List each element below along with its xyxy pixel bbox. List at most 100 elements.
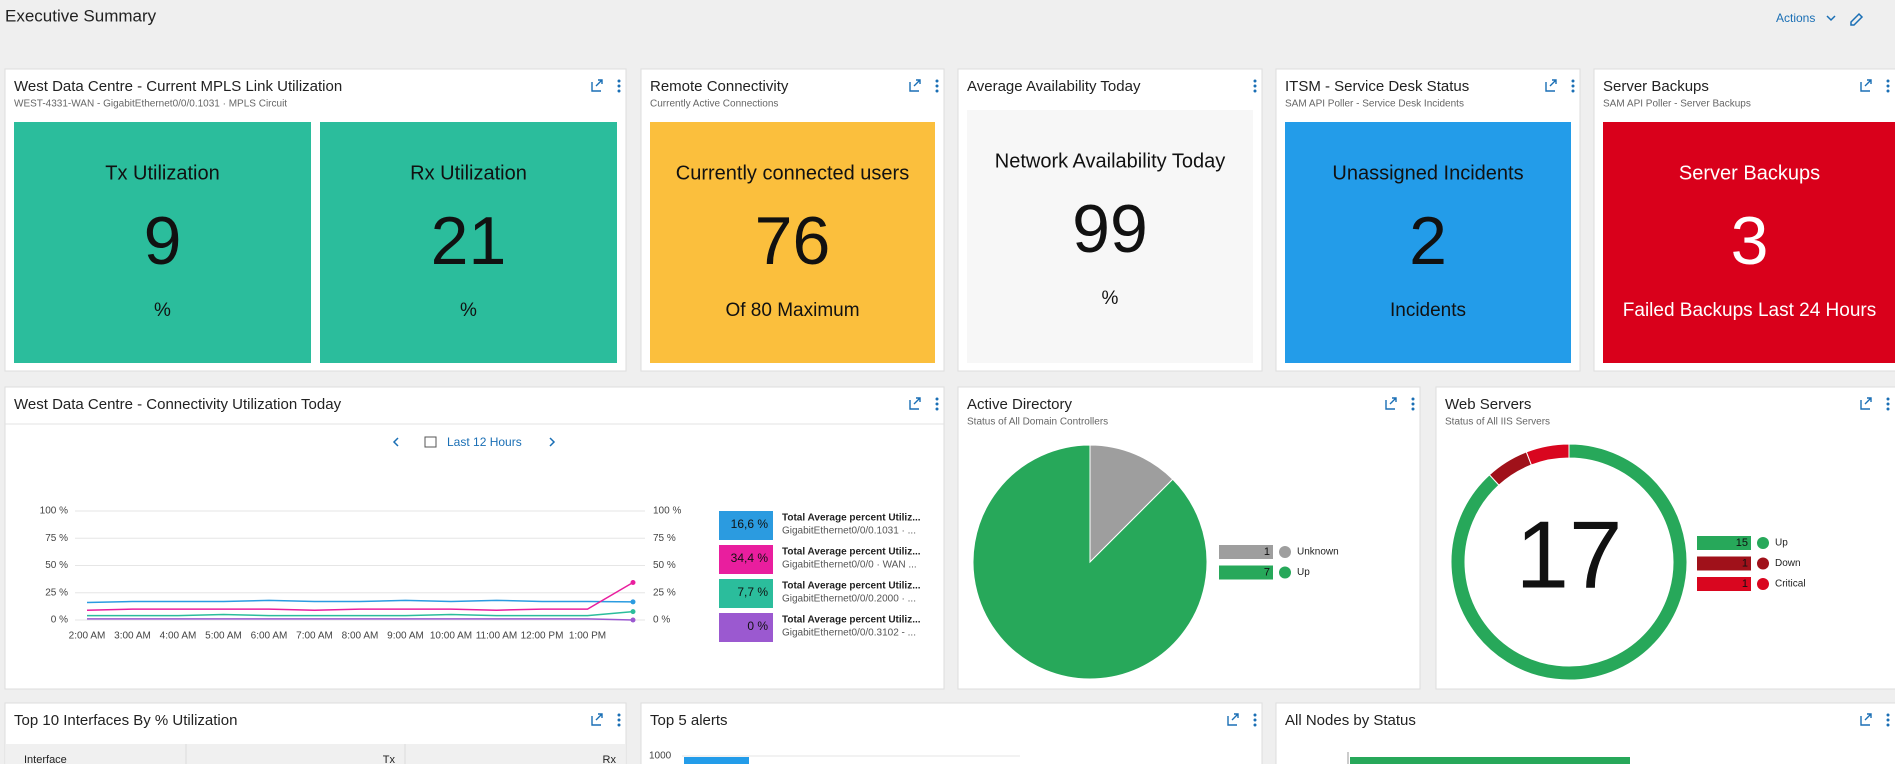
slice [1525,443,1570,466]
kpi-box [650,122,935,363]
menu-dot[interactable] [1411,397,1415,401]
menu-dot[interactable] [1253,718,1257,722]
kpi-label: Server Backups [1679,162,1820,184]
x-tick-label: 7:00 AM [296,631,333,642]
menu-dot[interactable] [1886,84,1890,88]
open-link-icon[interactable] [909,397,921,410]
legend-count: 7 [1264,566,1270,578]
series-line [87,610,634,617]
kpi-label: Unassigned Incidents [1332,162,1523,184]
kpi-value: 76 [755,203,831,279]
open-link-icon[interactable] [591,79,603,92]
prev-arrow[interactable] [392,437,399,447]
menu-dot[interactable] [1571,89,1575,93]
tile-subtitle: Status of All Domain Controllers [967,417,1108,428]
menu-dot[interactable] [1411,407,1415,411]
menu-dot[interactable] [1886,407,1890,411]
menu-dot[interactable] [1253,84,1257,88]
legend-name: Total Average percent Utiliz... [782,547,921,558]
menu-dot[interactable] [1411,402,1415,406]
x-tick-label: 9:00 AM [387,631,424,642]
kpi-label: Currently connected users [676,162,909,184]
menu-dot[interactable] [617,79,621,83]
legend-name: Total Average percent Utiliz... [782,513,921,524]
legend-detail: GigabitEthernet0/0/0 · WAN ... [782,560,917,571]
menu-dot[interactable] [617,723,621,727]
legend-bar [1219,545,1273,559]
menu-dot[interactable] [617,713,621,717]
series-end-marker [630,599,636,605]
legend-detail: GigabitEthernet0/0/0.3102 - ... [782,628,916,639]
menu-dot[interactable] [1886,79,1890,83]
y-tick-label: 25 % [45,587,68,598]
status-icon [1757,578,1769,590]
y-tick-label: 75 % [45,533,68,544]
legend-label: Up [1297,567,1310,578]
menu-dot[interactable] [1886,718,1890,722]
legend-count: 1 [1264,546,1270,558]
tile-title: West Data Centre - Connectivity Utilizat… [14,396,342,413]
menu-dot[interactable] [617,89,621,93]
open-link-icon[interactable] [909,79,921,92]
open-link-icon[interactable] [1545,79,1557,92]
open-link-icon[interactable] [1860,79,1872,92]
slice [972,444,1208,680]
menu-dot[interactable] [1253,79,1257,83]
x-tick-label: 8:00 AM [342,631,379,642]
x-tick-label: 5:00 AM [205,631,242,642]
kpi-box [320,122,617,363]
x-tick-label: 6:00 AM [251,631,288,642]
kpi-box [14,122,311,363]
open-link-icon[interactable] [1385,397,1397,410]
menu-dot[interactable] [1571,84,1575,88]
menu-dot[interactable] [935,407,939,411]
kpi-unit: % [460,300,477,321]
legend-bar [1697,536,1751,550]
x-tick-label: 4:00 AM [160,631,197,642]
edit-icon[interactable] [1850,12,1864,26]
menu-dot[interactable] [1886,89,1890,93]
next-arrow[interactable] [549,437,556,447]
y-tick-label: 50 % [45,560,68,571]
menu-dot[interactable] [1253,89,1257,93]
legend-value: 34,4 % [731,551,769,565]
kpi-unit: % [1102,288,1119,309]
series-end-marker [630,617,636,623]
column-header: Tx [383,754,396,764]
menu-dot[interactable] [1886,713,1890,717]
menu-dot[interactable] [935,84,939,88]
legend-count: 1 [1742,557,1748,569]
kpi-value: 2 [1409,203,1447,279]
column-header: Interface [24,754,67,764]
open-link-icon[interactable] [1227,713,1239,726]
open-link-icon[interactable] [1860,397,1872,410]
menu-dot[interactable] [935,397,939,401]
menu-dot[interactable] [1571,79,1575,83]
menu-dot[interactable] [1886,397,1890,401]
menu-dot[interactable] [935,89,939,93]
menu-dot[interactable] [935,402,939,406]
total-count: 17 [1516,501,1623,608]
calendar-icon [424,436,437,448]
menu-dot[interactable] [935,79,939,83]
alert-bar [684,757,749,764]
menu-dot[interactable] [617,718,621,722]
open-link-icon[interactable] [591,713,603,726]
menu-dot[interactable] [1253,713,1257,717]
y2-tick-label: 100 % [653,506,681,517]
menu-dot[interactable] [1886,723,1890,727]
actions-menu[interactable]: Actions [1776,11,1815,25]
open-link-icon[interactable] [1860,713,1872,726]
tile-subtitle: SAM API Poller - Service Desk Incidents [1285,99,1464,110]
range-label[interactable]: Last 12 Hours [447,435,522,449]
panel [640,702,1263,764]
kpi-value: 9 [144,203,182,279]
legend-name: Total Average percent Utiliz... [782,615,921,626]
menu-dot[interactable] [1253,723,1257,727]
status-icon [1279,566,1291,579]
menu-dot[interactable] [1886,402,1890,406]
menu-dot[interactable] [617,84,621,88]
page-title: Executive Summary [5,6,157,25]
